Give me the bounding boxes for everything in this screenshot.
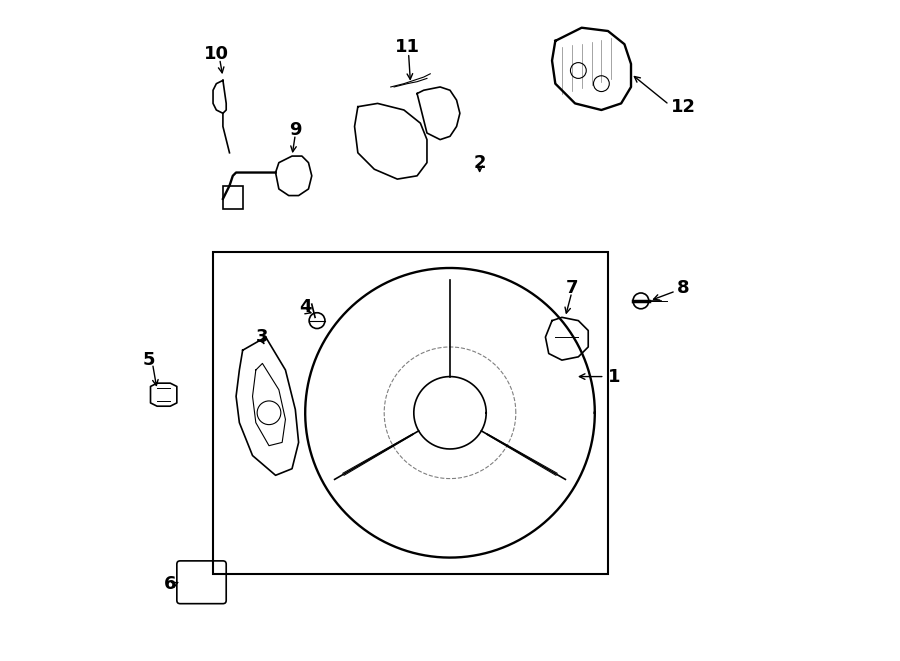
Bar bbox=[223, 186, 243, 209]
Text: 12: 12 bbox=[670, 98, 696, 116]
Text: 1: 1 bbox=[608, 368, 620, 385]
Text: 5: 5 bbox=[142, 351, 155, 369]
Text: 3: 3 bbox=[256, 328, 269, 346]
Text: 11: 11 bbox=[395, 38, 419, 56]
Text: 2: 2 bbox=[473, 153, 486, 172]
Text: 7: 7 bbox=[565, 279, 578, 297]
Text: 4: 4 bbox=[299, 299, 311, 317]
Bar bbox=[213, 252, 608, 574]
Text: 6: 6 bbox=[164, 575, 176, 593]
Text: 10: 10 bbox=[203, 45, 229, 63]
Text: 9: 9 bbox=[289, 121, 302, 139]
Text: 8: 8 bbox=[677, 279, 689, 297]
